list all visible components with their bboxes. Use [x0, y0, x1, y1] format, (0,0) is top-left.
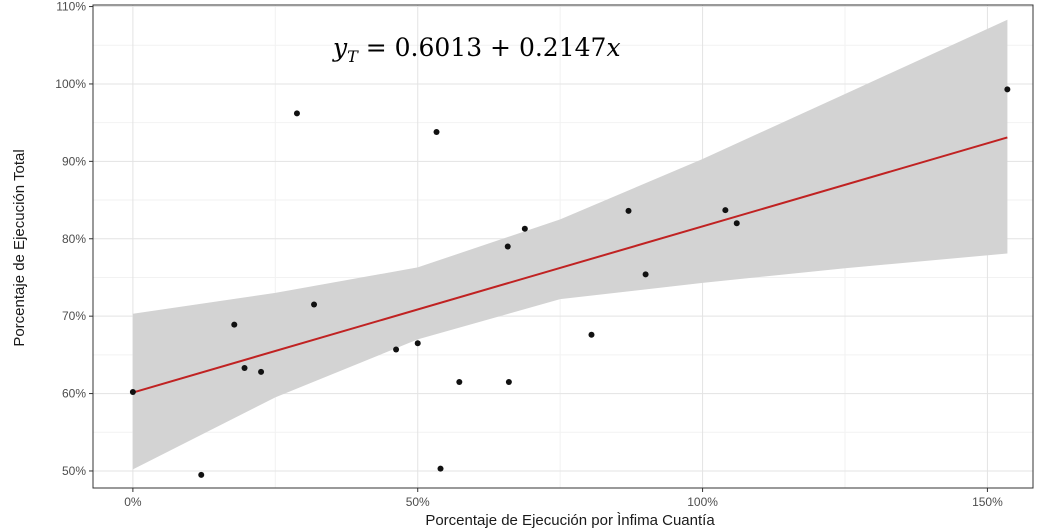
data-point	[625, 207, 632, 214]
y-tick-label: 80%	[62, 232, 86, 246]
data-point	[733, 220, 740, 227]
data-point	[588, 331, 595, 338]
data-points	[129, 86, 1011, 478]
y-tick-label: 60%	[62, 387, 86, 401]
data-point	[505, 378, 512, 385]
data-point	[393, 346, 400, 353]
equation-lhs-subscript: T	[347, 47, 359, 66]
confidence-band-layer	[132, 19, 1008, 470]
x-tick-label: 150%	[972, 495, 1003, 509]
y-tick-label: 110%	[56, 0, 86, 14]
data-point	[231, 321, 238, 328]
regression-equation: yT = 0.6013 + 0.2147x	[332, 33, 621, 66]
x-axis-title: Porcentaje de Ejecución por Ìnfima Cuant…	[425, 512, 715, 529]
y-tick-label: 100%	[55, 77, 86, 91]
equation-rhs: = 0.6013 + 0.2147	[358, 33, 607, 62]
regression-line	[132, 136, 1008, 394]
x-tick-label: 50%	[406, 495, 430, 509]
data-point	[456, 378, 463, 385]
data-point	[414, 340, 421, 347]
data-point	[433, 128, 440, 135]
confidence-band	[132, 19, 1008, 470]
y-tick-label: 90%	[62, 154, 86, 168]
data-point	[722, 207, 729, 214]
data-point	[437, 465, 444, 472]
data-point	[258, 368, 265, 375]
data-point	[198, 471, 205, 478]
plot-panel-border	[92, 4, 1034, 489]
x-axis-ticks: 0% 50% 100% 150%	[124, 488, 1003, 509]
x-tick-label: 100%	[687, 495, 718, 509]
data-point	[129, 389, 136, 396]
y-tick-label: 50%	[62, 464, 86, 478]
data-point	[642, 271, 649, 278]
equation-lhs-base: y	[332, 33, 348, 62]
y-axis-title: Porcentaje de Ejecución Total	[11, 149, 28, 346]
data-point	[504, 243, 511, 250]
equation-variable: x	[606, 33, 620, 62]
data-point	[521, 225, 528, 232]
data-point	[311, 301, 318, 308]
data-point	[241, 365, 248, 372]
y-axis-ticks: 50% 60% 70% 80% 90% 100% 110%	[55, 0, 93, 478]
data-point	[1004, 86, 1011, 93]
regression-line-layer	[132, 136, 1008, 394]
data-point	[293, 110, 300, 117]
y-tick-label: 70%	[62, 309, 86, 323]
x-tick-label: 0%	[124, 495, 142, 509]
